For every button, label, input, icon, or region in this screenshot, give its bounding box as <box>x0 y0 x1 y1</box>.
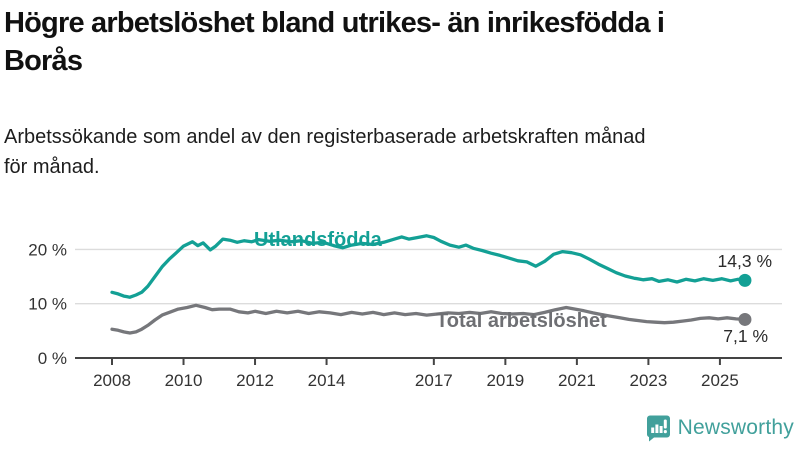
series-end-dots <box>738 273 752 326</box>
x-tick-label: 2021 <box>558 371 596 390</box>
x-tick-label: 2023 <box>629 371 667 390</box>
unemployment-line-chart: 2008 2010 2012 2014 2017 2019 2021 2023 2025 0 % 1… <box>28 229 782 390</box>
chart-subtitle-line1: Arbetssökande som andel av den registerb… <box>4 126 646 148</box>
x-tick-label: 2010 <box>165 371 203 390</box>
x-tick-label: 2012 <box>236 371 274 390</box>
y-tick-label: 0 % <box>38 349 67 368</box>
x-tick-label: 2014 <box>308 371 346 390</box>
x-axis <box>75 357 782 365</box>
y-tick-label: 10 % <box>28 295 67 314</box>
page-title-line1: Högre arbetslöshet bland utrikes- än inr… <box>4 7 665 39</box>
y-tick-label: 20 % <box>28 240 67 259</box>
series-line-1 <box>110 303 747 335</box>
x-tick-label: 2025 <box>701 371 739 390</box>
axis-tick-labels: 2008 2010 2012 2014 2017 2019 2021 2023 2025 0 % 1… <box>28 240 739 390</box>
series-end-dot-1 <box>738 312 752 326</box>
newsworthy-logo-icon <box>646 415 670 442</box>
x-tick-label: 2017 <box>415 371 453 390</box>
page-title-line2: Borås <box>4 45 83 77</box>
series-label-total-arbetsloshet: Total arbetslöshet <box>436 310 607 332</box>
end-value-label-utlandsfodda: 14,3 % <box>718 251 772 271</box>
x-tick-label: 2008 <box>93 371 131 390</box>
x-tick-label: 2019 <box>486 371 524 390</box>
end-value-label-total: 7,1 % <box>723 326 768 346</box>
series-line-0 <box>110 234 747 299</box>
series-end-dot-0 <box>738 273 752 287</box>
series-lines <box>110 234 747 335</box>
newsworthy-logo: Newsworthy <box>646 414 794 442</box>
chart-subtitle-line2: för månad. <box>4 156 100 178</box>
series-label-utlandsfodda: Utlandsfödda <box>254 229 383 251</box>
chart-subtitle: Arbetssökande som andel av den registerb… <box>4 122 800 182</box>
gridlines <box>75 248 782 305</box>
page-title: Högre arbetslöshet bland utrikes- än inr… <box>4 4 800 80</box>
newsworthy-logo-text: Newsworthy <box>677 416 794 439</box>
